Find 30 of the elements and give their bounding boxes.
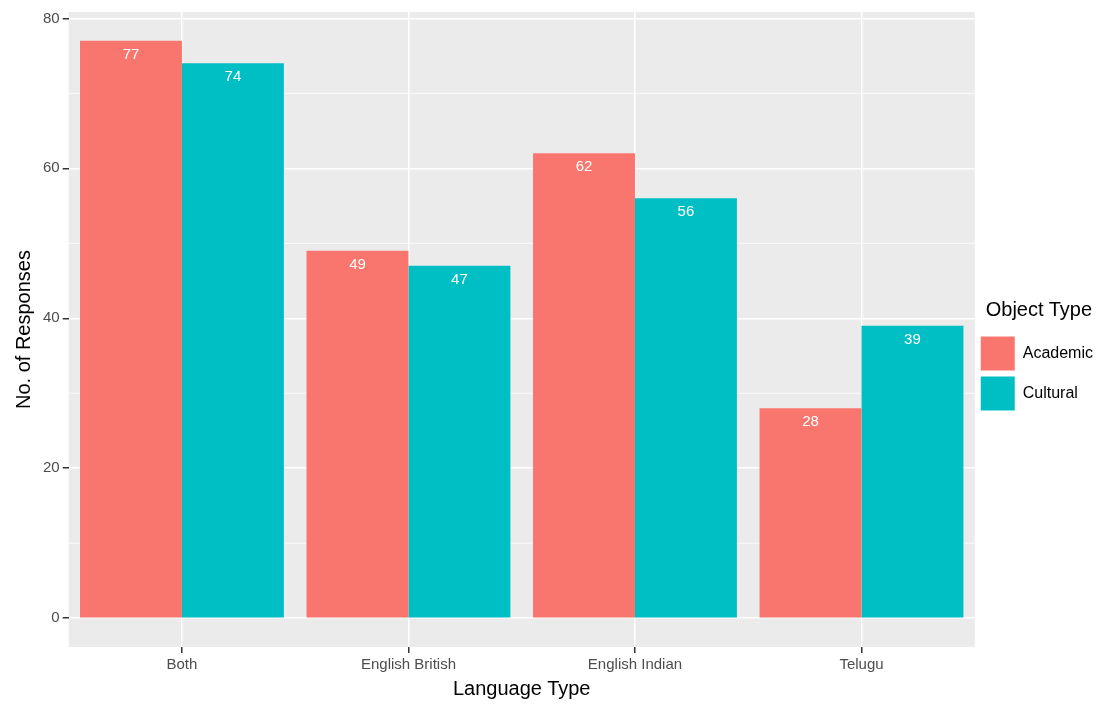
- bar: [306, 250, 409, 618]
- bar: [861, 325, 964, 618]
- bar: [634, 198, 737, 618]
- x-tick-label: English British: [360, 655, 456, 673]
- y-tick-label: 0: [51, 608, 60, 626]
- data-label: 47: [451, 269, 468, 287]
- bar: [408, 265, 511, 618]
- data-label: 74: [224, 67, 242, 85]
- legend-label: Academic: [1022, 343, 1093, 361]
- y-tick-label: 40: [43, 308, 60, 326]
- legend-label: Cultural: [1022, 383, 1078, 401]
- y-tick-label: 60: [43, 158, 60, 176]
- y-tick-label: 80: [43, 8, 60, 26]
- legend-title: Object Type: [985, 298, 1093, 321]
- data-label: 49: [349, 254, 366, 272]
- x-tick-label: Telugu: [839, 655, 884, 673]
- y-axis-title: No. of Responses: [11, 250, 34, 409]
- bar: [80, 40, 182, 618]
- data-label: 62: [575, 157, 593, 175]
- data-label: 56: [677, 202, 695, 220]
- bar: [533, 153, 635, 618]
- bar: [181, 63, 284, 618]
- bar: [759, 408, 862, 618]
- data-label: 39: [904, 329, 921, 347]
- data-label: 28: [802, 412, 819, 430]
- x-axis-title: Language Type: [452, 676, 591, 699]
- y-tick-label: 20: [43, 458, 60, 476]
- x-tick-label: Both: [166, 655, 198, 673]
- data-label: 77: [122, 45, 140, 62]
- x-tick-label: English Indian: [587, 655, 683, 673]
